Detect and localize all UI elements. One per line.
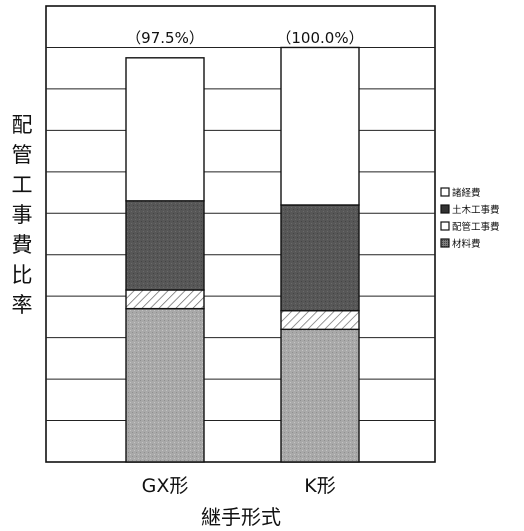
bar-segment-1-0 (280, 328, 360, 463)
x-tick-k: K形 (304, 475, 335, 497)
gridlines (46, 46, 435, 422)
y-axis-label-char: 配 (12, 113, 33, 137)
x-axis-label: 継手形式 (201, 505, 281, 529)
plot-frame (45, 5, 436, 463)
y-axis-label-char: 管 (12, 143, 33, 167)
y-axis-label-char: 工 (12, 173, 33, 197)
legend-swatch (440, 204, 450, 214)
bar-segment-0-0 (125, 307, 205, 463)
legend-label: 諸経費 (452, 187, 481, 199)
y-axis-label-char: 事 (12, 203, 33, 227)
legend-label: 土木工事費 (452, 204, 500, 216)
legend-label: 配管工事費 (452, 221, 500, 233)
bar-segment-0-2 (125, 200, 205, 291)
bar-segment-0-3 (125, 57, 205, 202)
bar-segment-0-1 (125, 289, 205, 310)
total-label-k: （100.0%） (276, 29, 363, 47)
total-label-gx: （97.5%） (126, 29, 204, 47)
bar-segment-1-3 (280, 46, 360, 206)
x-tick-gx: GX形 (142, 475, 189, 497)
bar-segment-1-2 (280, 204, 360, 312)
y-axis-label-char: 費 (12, 233, 33, 257)
y-axis-label-char: 率 (12, 293, 33, 317)
legend-swatch (440, 238, 450, 248)
bar-segment-1-1 (280, 309, 360, 331)
legend-label: 材料費 (452, 238, 481, 250)
y-axis-label-char: 比 (12, 263, 33, 287)
bar-stacks (125, 46, 360, 463)
legend-swatch (440, 221, 450, 231)
legend-swatch (440, 187, 450, 197)
